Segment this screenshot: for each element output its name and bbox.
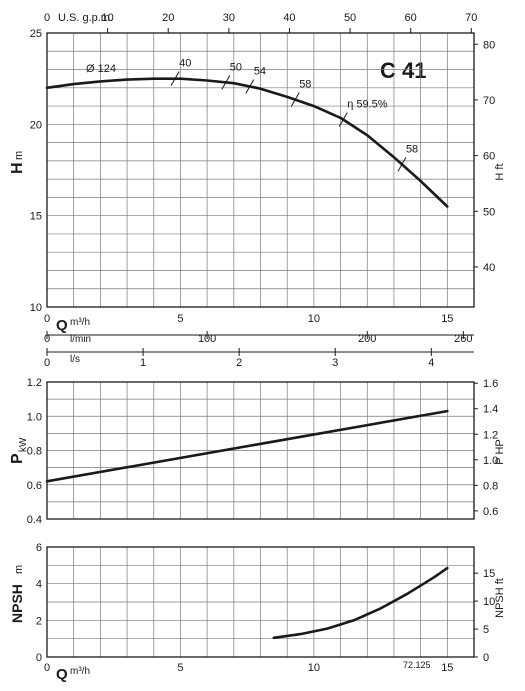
ls-tick-label: 1 <box>140 357 146 369</box>
efficiency-label: 58 <box>299 79 311 91</box>
efficiency-label: 50 <box>230 61 242 73</box>
head-x-tick-label: 15 <box>441 313 453 325</box>
npsh-y2-tick-label: 10 <box>483 596 495 608</box>
head-y-tick-label: 25 <box>30 28 42 40</box>
efficiency-mark <box>338 112 348 127</box>
model-label: C 41 <box>380 58 426 83</box>
npsh-y2-tick-label: 0 <box>483 652 489 664</box>
efficiency-mark <box>245 79 255 94</box>
ls-tick-label: 0 <box>44 357 50 369</box>
power-y-title: P <box>9 453 26 464</box>
head-curve <box>45 77 449 208</box>
ls-axis-label: l/s <box>70 354 80 365</box>
power-y2-tick-label: 1.6 <box>483 378 498 390</box>
usgpm-tick-label: 70 <box>465 12 477 24</box>
head-x-tick-label: 0 <box>44 313 50 325</box>
efficiency-label: 58 <box>406 143 418 155</box>
head-y2-tick-label: 80 <box>483 39 495 51</box>
efficiency-mark <box>221 75 231 90</box>
power-y-tick-label: 0.4 <box>27 514 42 526</box>
usgpm-tick-label: 50 <box>344 12 356 24</box>
usgpm-tick-label: 0 <box>44 12 50 24</box>
power-y-unit: kW <box>18 437 29 452</box>
head-y2-tick-label: 40 <box>483 262 495 274</box>
npsh-x-tick-label: 0 <box>44 662 50 674</box>
chart-code: 72.125 <box>403 660 431 670</box>
head-y2-tick-label: 70 <box>483 95 495 107</box>
npsh-x-tick-label: 5 <box>177 662 183 674</box>
power-y-tick-label: 1.0 <box>27 411 42 423</box>
npsh-q-axis-unit: m³/h <box>70 666 90 677</box>
efficiency-label: 54 <box>254 66 266 78</box>
npsh-y-tick-label: 4 <box>36 579 42 591</box>
usgpm-axis-label: U.S. g.p.m. <box>58 12 113 24</box>
head-frame <box>46 32 475 308</box>
power-y2-tick-label: 0.6 <box>483 506 498 518</box>
head-y-tick-label: 10 <box>30 302 42 314</box>
lmin-tick-label: 260 <box>454 333 472 345</box>
npsh-q-axis-title: Q <box>56 666 68 683</box>
power-y2-tick-label: 1.4 <box>483 404 498 416</box>
power-y2-title: P HP <box>494 439 506 464</box>
npsh-x-tick-label: 10 <box>308 662 320 674</box>
lmin-tick-label: 100 <box>198 333 216 345</box>
usgpm-tick-label: 30 <box>223 12 235 24</box>
npsh-y-tick-label: 2 <box>36 615 42 627</box>
head-x-tick-label: 5 <box>177 313 183 325</box>
diameter-label: Ø 124 <box>86 63 116 75</box>
usgpm-tick-label: 40 <box>283 12 295 24</box>
efficiency-mark <box>170 71 180 86</box>
lmin-tick-label: 200 <box>358 333 376 345</box>
npsh-y-tick-label: 0 <box>36 652 42 664</box>
usgpm-tick-label: 20 <box>162 12 174 24</box>
power-y-tick-label: 0.8 <box>27 446 42 458</box>
q-axis-title: Q <box>56 317 68 334</box>
lmin-tick-label: 0 <box>44 333 50 345</box>
npsh-y-tick-label: 6 <box>36 542 42 554</box>
head-x-tick-label: 10 <box>308 313 320 325</box>
q-axis-unit: m³/h <box>70 317 90 328</box>
efficiency-mark <box>397 157 407 172</box>
npsh-y2-tick-label: 5 <box>483 624 489 636</box>
head-y2-tick-label: 50 <box>483 206 495 218</box>
power-y2-tick-label: 0.8 <box>483 480 498 492</box>
efficiency-label: η 59.5% <box>347 99 388 111</box>
ls-tick-label: 2 <box>236 357 242 369</box>
ls-tick-label: 4 <box>428 357 434 369</box>
usgpm-tick-label: 60 <box>405 12 417 24</box>
power-y-tick-label: 0.6 <box>27 480 42 492</box>
power-y2-tick-label: 1.0 <box>483 455 498 467</box>
npsh-y-title: NPSH <box>9 584 25 623</box>
npsh-y2-tick-label: 15 <box>483 568 495 580</box>
head-y-tick-label: 20 <box>30 119 42 131</box>
efficiency-label: 40 <box>179 58 191 70</box>
power-y-tick-label: 1.2 <box>27 377 42 389</box>
head-y-title: H <box>9 162 26 174</box>
npsh-curve <box>272 566 449 640</box>
power-curve <box>45 409 449 483</box>
head-y-tick-label: 15 <box>30 211 42 223</box>
head-y-unit: m <box>13 151 25 160</box>
head-y2-tick-label: 60 <box>483 151 495 163</box>
npsh-y2-title: NPSH ft <box>494 578 506 618</box>
ls-tick-label: 3 <box>332 357 338 369</box>
npsh-y-unit: m <box>13 565 25 574</box>
power-frame <box>46 381 475 520</box>
head-y2-title: H ft <box>494 163 506 180</box>
lmin-axis-label: l/min <box>70 334 91 345</box>
usgpm-tick-label: 10 <box>101 12 113 24</box>
npsh-frame <box>46 546 475 658</box>
power-y2-tick-label: 1.2 <box>483 429 498 441</box>
efficiency-mark <box>290 92 300 107</box>
npsh-x-tick-label: 15 <box>441 662 453 674</box>
